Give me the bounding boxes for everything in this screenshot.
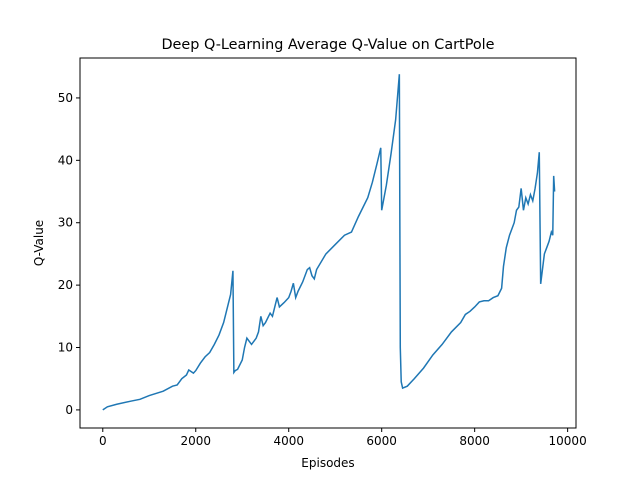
x-tick-label: 0 [99, 434, 107, 448]
y-tick-label: 20 [58, 278, 73, 292]
plot-frame [79, 57, 577, 429]
y-tick-label: 30 [58, 216, 73, 230]
x-tick-label: 4000 [273, 434, 304, 448]
x-tick-label: 2000 [180, 434, 211, 448]
x-axis-label: Episodes [301, 456, 354, 470]
chart-title: Deep Q-Learning Average Q-Value on CartP… [161, 37, 494, 53]
x-tick-label: 6000 [366, 434, 397, 448]
y-tick-label: 40 [58, 153, 73, 167]
line-series [102, 74, 556, 411]
y-tick-label: 50 [58, 91, 73, 105]
y-tick-label: 0 [65, 403, 73, 417]
y-tick-label: 10 [58, 341, 73, 355]
x-tick-label: 10000 [549, 434, 587, 448]
y-axis-label: Q-Value [32, 220, 46, 266]
x-tick-label: 8000 [459, 434, 490, 448]
